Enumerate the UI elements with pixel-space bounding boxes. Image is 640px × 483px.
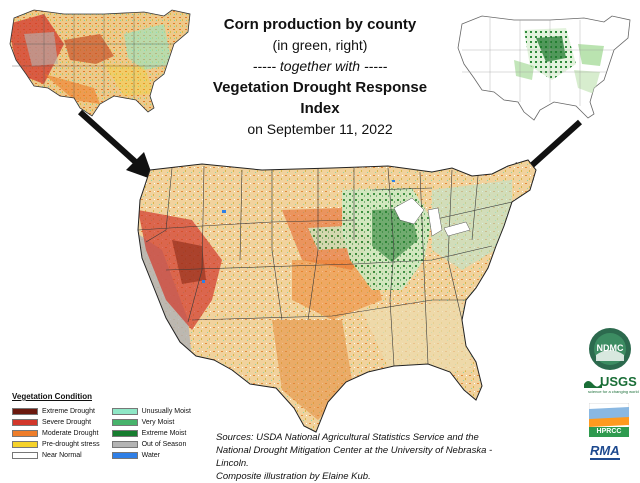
legend-swatch <box>12 451 38 459</box>
legend-title: Vegetation Condition <box>12 392 92 401</box>
title-line-5: on September 11, 2022 <box>247 121 393 137</box>
legend-label: Severe Drought <box>42 418 92 426</box>
rma-label: RMA <box>590 443 620 460</box>
legend-item: Moderate Drought <box>12 429 100 437</box>
legend-swatch <box>12 429 38 437</box>
legend-item: Unusually Moist <box>111 407 192 415</box>
hprcc-logo: HPRCC <box>588 402 630 438</box>
legend-swatch <box>111 440 138 448</box>
usgs-tagline: science for a changing world <box>588 389 639 394</box>
rma-logo: RMA <box>590 442 626 460</box>
small-drought-map <box>9 9 191 117</box>
legend-label: Out of Season <box>141 440 187 448</box>
legend-item: Water <box>111 451 191 459</box>
sources-text: Sources: USDA National Agricultural Stat… <box>216 431 516 483</box>
legend-label: Very Moist <box>141 418 175 426</box>
ndmc-label: NDMC <box>596 343 624 353</box>
title-block: Corn production by county (in green, rig… <box>200 14 440 140</box>
legend: Vegetation Condition Extreme Drought Seve… <box>12 392 212 459</box>
legend-label: Pre-drought stress <box>42 440 100 448</box>
legend-item: Near Normal <box>12 451 100 459</box>
arrow-left <box>77 109 154 180</box>
legend-item: Pre-drought stress <box>12 440 100 448</box>
legend-swatch <box>111 418 138 426</box>
usgs-logo: USGS science for a changing world <box>584 374 639 396</box>
title-line-3: ----- together with ----- <box>252 58 388 74</box>
legend-label: Extreme Drought <box>42 407 95 415</box>
title-line-1: Corn production by county <box>223 16 417 33</box>
sources-line-3: Composite illustration by Elaine Kub. <box>216 471 371 482</box>
sources-line-1: Sources: USDA National Agricultural Stat… <box>216 432 479 443</box>
legend-item: Out of Season <box>111 440 191 448</box>
legend-swatch <box>12 407 38 415</box>
sources-line-2: National Drought Mitigation Center at th… <box>216 445 493 469</box>
legend-swatch <box>12 440 38 448</box>
legend-item: Extreme Moist <box>111 429 191 437</box>
legend-item: Severe Drought <box>12 418 100 426</box>
usgs-label: USGS <box>600 374 637 389</box>
legend-label: Unusually Moist <box>141 407 192 415</box>
legend-left-column: Extreme Drought Severe Drought Moderate Dr… <box>12 407 100 459</box>
legend-item: Very Moist <box>111 418 191 426</box>
legend-swatch <box>12 418 38 426</box>
legend-label: Extreme Moist <box>141 429 187 437</box>
legend-swatch <box>111 407 138 415</box>
legend-label: Water <box>141 451 161 459</box>
legend-item: Extreme Drought <box>12 407 100 415</box>
title-line-2: (in green, right) <box>272 37 368 53</box>
title-line-4: Vegetation Drought Response Index <box>212 79 428 117</box>
legend-swatch <box>111 451 138 459</box>
small-corn-map <box>457 15 631 121</box>
ndmc-logo: NDMC <box>588 327 632 371</box>
legend-label: Near Normal <box>42 451 82 459</box>
hprcc-label: HPRCC <box>596 428 622 435</box>
legend-label: Moderate Drought <box>42 429 99 437</box>
legend-swatch <box>111 429 138 437</box>
legend-right-column: Unusually Moist Very Moist Extreme Moist Ou… <box>111 407 192 459</box>
main-composite-map <box>137 159 537 433</box>
